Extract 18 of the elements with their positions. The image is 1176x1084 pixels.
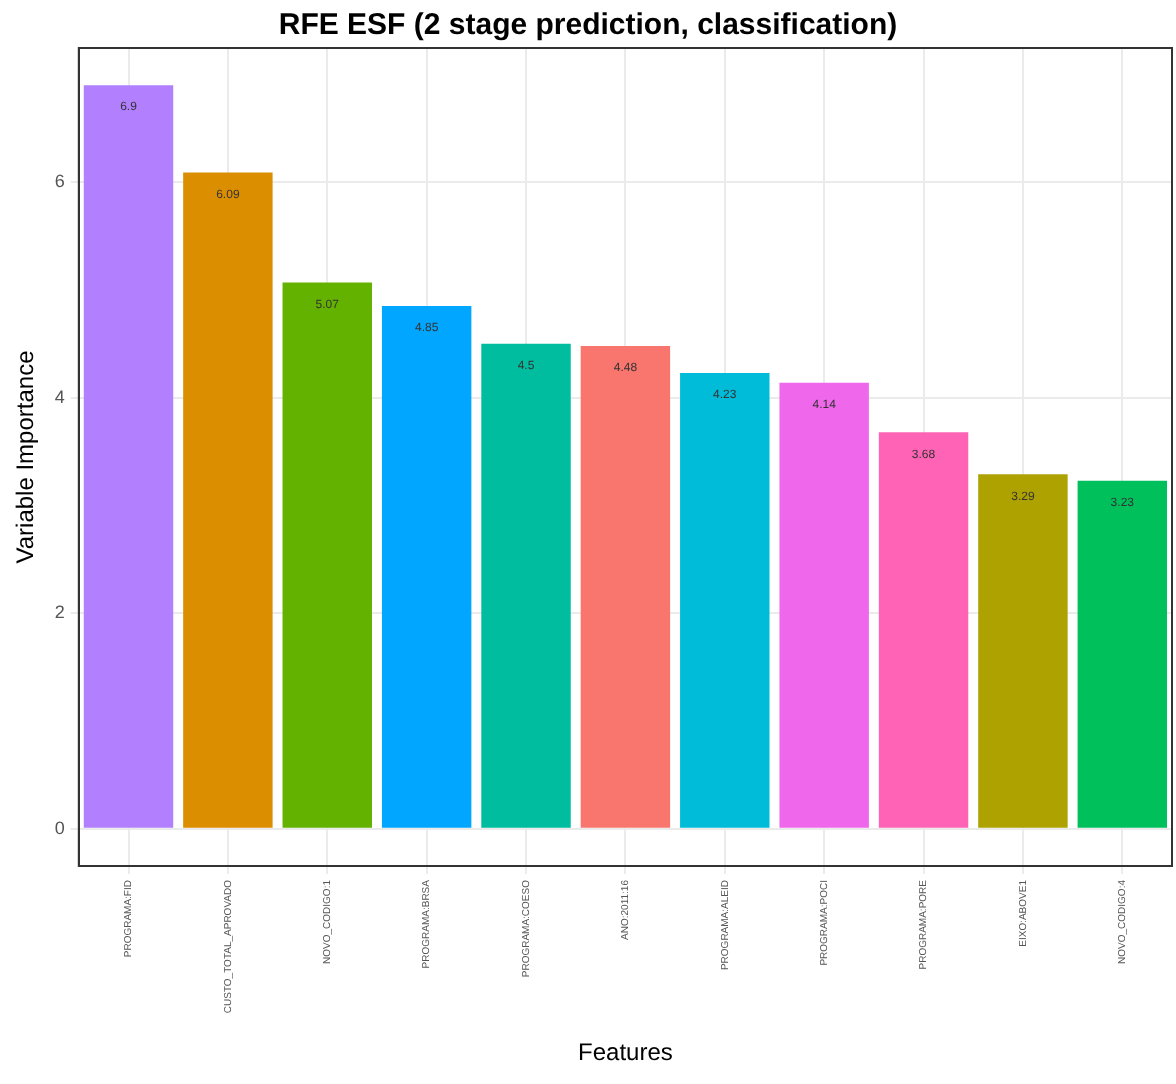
bar xyxy=(282,282,372,828)
bar xyxy=(978,474,1068,828)
bar xyxy=(1077,480,1168,828)
y-tick-label: 0 xyxy=(54,817,65,838)
bar xyxy=(183,172,273,828)
x-axis-title: Features xyxy=(578,1038,673,1067)
y-tick-label: 2 xyxy=(54,602,65,623)
chart-title: RFE ESF (2 stage prediction, classification) xyxy=(278,8,898,43)
bar xyxy=(878,432,969,828)
y-axis-title: Variable Importance xyxy=(11,349,40,564)
y-tick-label: 6 xyxy=(54,171,65,192)
bar xyxy=(381,306,472,828)
bar xyxy=(779,382,869,828)
bar xyxy=(83,85,174,828)
bar xyxy=(481,343,571,828)
y-tick-label: 4 xyxy=(54,386,65,407)
bar xyxy=(680,372,770,828)
bar xyxy=(580,346,671,828)
